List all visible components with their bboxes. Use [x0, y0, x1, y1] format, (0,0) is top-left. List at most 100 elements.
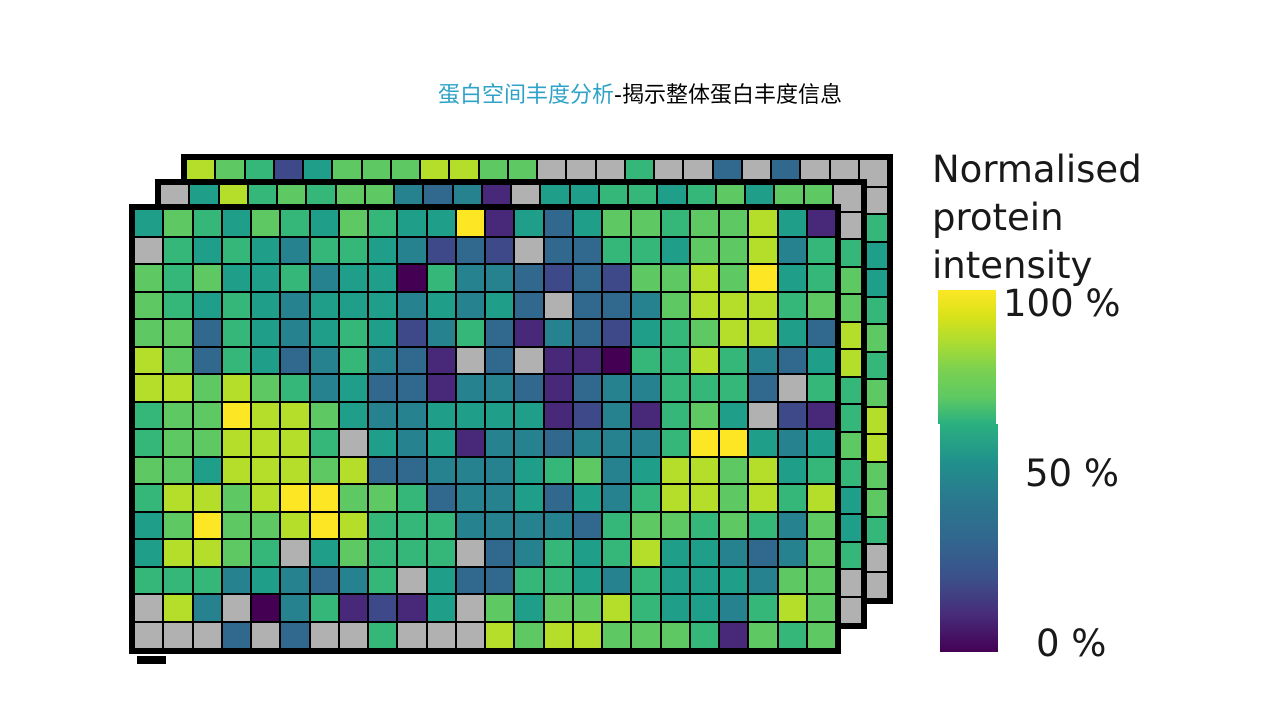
heatmap-cell [398, 430, 426, 456]
heatmap-cell [427, 265, 455, 291]
heatmap-cell [339, 347, 367, 373]
heatmap-cell-missing [281, 540, 309, 566]
heatmap-cell [486, 540, 514, 566]
heatmap-cell [398, 457, 426, 483]
heatmap-cell [369, 320, 397, 346]
heatmap-cell [720, 430, 748, 456]
heatmap-cell [661, 622, 689, 648]
heatmap-cell-missing [252, 622, 280, 648]
heatmap-cell [369, 347, 397, 373]
heatmap-cell [339, 402, 367, 428]
heatmap-cell [252, 320, 280, 346]
heatmap-cell [603, 622, 631, 648]
heatmap-cell [603, 567, 631, 593]
heatmap-cell [749, 512, 777, 538]
heatmap-cell [603, 347, 631, 373]
heatmap-cell [281, 485, 309, 511]
heatmap-cell [720, 237, 748, 263]
heatmap-cell [252, 210, 280, 236]
colorbar-title-line1: Normalised [932, 148, 1142, 191]
heatmap-cell [807, 512, 835, 538]
heatmap-cell [632, 567, 660, 593]
heatmap-cell-missing [398, 567, 426, 593]
heatmap-cell [310, 320, 338, 346]
heatmap-cell [603, 292, 631, 318]
heatmap-cell [252, 237, 280, 263]
heatmap-cell [544, 457, 572, 483]
heatmap-cell [661, 402, 689, 428]
heatmap-cell [135, 320, 163, 346]
heatmap-cell [603, 485, 631, 511]
heatmap-cell [310, 375, 338, 401]
heatmap-cell [398, 265, 426, 291]
heatmap-cell [807, 595, 835, 621]
heatmap-cell [749, 292, 777, 318]
heatmap-cell [281, 457, 309, 483]
heatmap-cell [632, 512, 660, 538]
heatmap-cell [339, 567, 367, 593]
heatmap-cell [456, 210, 484, 236]
heatmap-cell [515, 265, 543, 291]
heatmap-cell [603, 512, 631, 538]
heatmap-cell [720, 485, 748, 511]
heatmap-cell [252, 485, 280, 511]
heatmap-cell [164, 430, 192, 456]
scale-bar [137, 656, 166, 664]
heatmap-cell [193, 567, 221, 593]
heatmap-cell-missing [339, 430, 367, 456]
heatmap-cell [222, 347, 250, 373]
heatmap-cell [398, 292, 426, 318]
heatmap-cell [164, 512, 192, 538]
heatmap-cell [515, 512, 543, 538]
heatmap-cell [515, 402, 543, 428]
heatmap-cell [135, 292, 163, 318]
heatmap-cell [603, 457, 631, 483]
heatmap-cell [632, 237, 660, 263]
heatmap-cell [632, 430, 660, 456]
heatmap-cell [632, 485, 660, 511]
heatmap-cell-missing [310, 622, 338, 648]
heatmap-cell [135, 430, 163, 456]
heatmap-cell [222, 402, 250, 428]
heatmap-cell [749, 430, 777, 456]
heatmap-cell [193, 457, 221, 483]
heatmap-cell [807, 540, 835, 566]
heatmap-cell [310, 512, 338, 538]
heatmap-cell [281, 320, 309, 346]
heatmap-cell-missing [135, 622, 163, 648]
heatmap-cell [427, 237, 455, 263]
heatmap-cell [720, 540, 748, 566]
heatmap-cell [544, 430, 572, 456]
heatmap-cell [778, 540, 806, 566]
heatmap-cell [164, 210, 192, 236]
heatmap-cell-missing [222, 595, 250, 621]
heatmap-cell [222, 265, 250, 291]
heatmap-cell [310, 485, 338, 511]
heatmap-cell [486, 457, 514, 483]
heatmap-cell [398, 210, 426, 236]
heatmap-cell [310, 567, 338, 593]
heatmap-cell [339, 237, 367, 263]
heatmap-cell [661, 210, 689, 236]
heatmap-cell [339, 595, 367, 621]
heatmap-cell [690, 457, 718, 483]
heatmap-cell [720, 457, 748, 483]
heatmap-cell [427, 540, 455, 566]
heatmap-cell [720, 567, 748, 593]
heatmap-cell [544, 237, 572, 263]
heatmap-cell [339, 512, 367, 538]
heatmap-cell [164, 375, 192, 401]
heatmap-cell [690, 320, 718, 346]
heatmap-cell [252, 512, 280, 538]
heatmap-cell [749, 485, 777, 511]
heatmap-cell [456, 430, 484, 456]
colorbar-gradient-lower [940, 424, 998, 652]
heatmap-cell [661, 540, 689, 566]
heatmap-cell [281, 567, 309, 593]
heatmap-cell [339, 292, 367, 318]
heatmap-cell [632, 210, 660, 236]
heatmap-cell [222, 512, 250, 538]
heatmap-cell [164, 567, 192, 593]
heatmap-cell-missing [193, 622, 221, 648]
heatmap-cell-missing [544, 292, 572, 318]
